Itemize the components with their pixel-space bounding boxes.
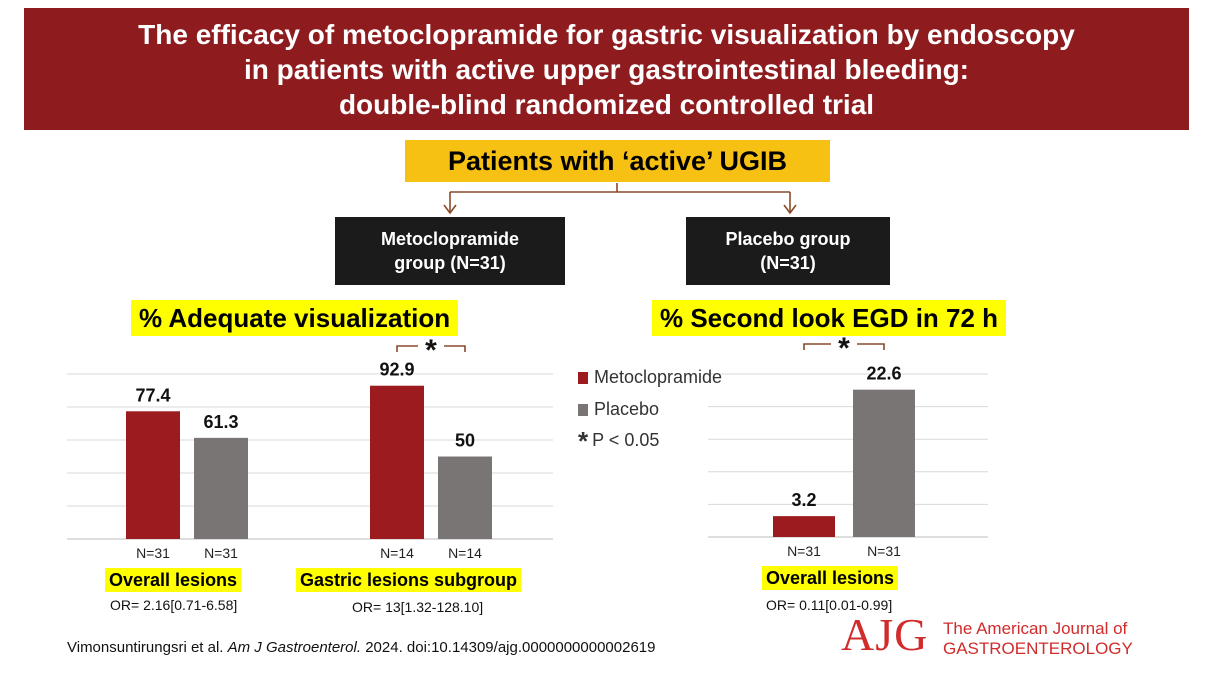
citation: Vimonsuntirungsri et al. Am J Gastroente… [67, 639, 655, 656]
legend-p-value: P < 0.05 [592, 430, 660, 450]
citation-rest: 2024. doi:10.14309/ajg.0000000000002619 [361, 639, 656, 656]
patients-box: Patients with ‘active’ UGIB [405, 140, 830, 182]
significance-star: * [838, 332, 850, 365]
data-label: 3.2 [791, 490, 816, 510]
data-label: 50 [455, 431, 475, 451]
flow-arrows [443, 183, 797, 215]
legend-placebo-label: Placebo [594, 399, 660, 419]
placebo-group-line-2: (N=31) [760, 253, 816, 273]
second-look-egd-title: % Second look EGD in 72 h [652, 300, 1007, 336]
legend-metoclopramide: Metoclopramide [578, 367, 722, 388]
n-label: N=31 [136, 545, 170, 561]
ajg-logo: AJG [841, 609, 929, 660]
n-label: N=31 [867, 543, 901, 559]
metoclopramide-group-line-1: Metoclopramide [380, 229, 520, 249]
placebo-group-line-1: Placebo group [725, 229, 851, 249]
legend-metoclopramide-swatch [578, 371, 588, 384]
overall-lesions-right-label: Overall lesions [762, 566, 899, 590]
n-label: N=31 [787, 543, 821, 559]
overall-lesions-label: Overall lesions [105, 568, 242, 592]
bar-placebo [194, 437, 248, 539]
title-line-2: in patients with active upper gastrointe… [244, 53, 969, 85]
significance-star: * [425, 334, 437, 367]
title-line-1: The efficacy of metoclopramide for gastr… [138, 18, 1075, 50]
journal-name-line-2: GASTROENTEROLOGY [943, 639, 1133, 658]
bar-placebo [853, 389, 915, 537]
metoclopramide-group-box: Metoclopramide group (N=31) [335, 217, 565, 285]
metoclopramide-group-line-2: group (N=31) [394, 253, 506, 273]
bar-metoclopramide [126, 411, 180, 539]
legend-placebo: Placebo [578, 399, 659, 420]
title-banner: The efficacy of metoclopramide for gastr… [24, 8, 1189, 130]
legend-placebo-swatch [578, 403, 588, 416]
second-look-egd-chart: 3.2 N=31 22.6 N=31 * [708, 332, 988, 559]
legend-metoclopramide-label: Metoclopramide [594, 367, 723, 387]
data-label: 22.6 [866, 364, 901, 384]
placebo-group-box: Placebo group (N=31) [686, 217, 890, 285]
journal-name-line-1: The American Journal of [943, 619, 1128, 638]
adequate-visualization-title: % Adequate visualization [131, 300, 459, 336]
or-overall: OR= 2.16[0.71-6.58] [110, 597, 238, 613]
bar-metoclopramide [773, 516, 835, 537]
title-line-3: double-blind randomized controlled trial [338, 88, 875, 120]
bracket-gap [418, 340, 444, 352]
data-label: 92.9 [379, 360, 414, 380]
n-label: N=14 [380, 545, 414, 561]
legend-significance: * P < 0.05 [578, 425, 660, 456]
data-label: 61.3 [203, 412, 238, 432]
citation-authors: Vimonsuntirungsri et al. [67, 639, 228, 656]
bar-metoclopramide [370, 385, 424, 539]
or-gastric: OR= 13[1.32-128.10] [352, 599, 484, 615]
or-egd: OR= 0.11[0.01-0.99] [766, 597, 893, 613]
data-label: 77.4 [135, 385, 170, 405]
citation-journal: Am J Gastroenterol. [227, 639, 362, 656]
journal-name: The American Journal of GASTROENTEROLOGY [943, 619, 1133, 659]
legend-star-icon: * [578, 425, 589, 456]
bar-placebo [438, 456, 492, 539]
n-label: N=14 [448, 545, 482, 561]
n-label: N=31 [204, 545, 238, 561]
gastric-lesions-label: Gastric lesions subgroup [296, 568, 522, 592]
adequate-visualization-chart: 77.4 N=31 61.3 N=31 92.9 N=14 50 N=14 * [67, 334, 553, 561]
bracket-gap [831, 338, 857, 350]
